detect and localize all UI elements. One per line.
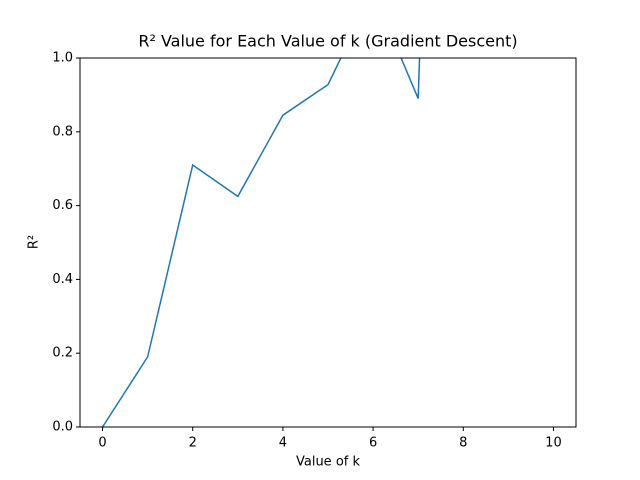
y-tick-label: 0.4 <box>52 272 73 287</box>
y-tick-label: 1.0 <box>52 51 73 66</box>
y-tick-label: 0.0 <box>52 420 73 435</box>
x-tick-label: 10 <box>545 436 562 451</box>
axes-frame <box>79 57 577 428</box>
x-tick-label: 6 <box>369 436 377 451</box>
plot-area <box>101 58 421 427</box>
chart-title: R² Value for Each Value of k (Gradient D… <box>138 32 517 51</box>
x-axis-label: Value of k <box>296 455 360 470</box>
y-tick-label: 0.8 <box>52 124 73 139</box>
data-line <box>101 58 421 427</box>
y-tick-label: 0.6 <box>52 198 73 213</box>
x-tick-label: 8 <box>459 436 467 451</box>
x-tick-label: 2 <box>189 436 197 451</box>
y-tick-label: 0.2 <box>52 346 73 361</box>
x-tick-label: 4 <box>279 436 287 451</box>
x-tick-label: 0 <box>98 436 106 451</box>
y-axis-label: R² <box>27 235 42 249</box>
